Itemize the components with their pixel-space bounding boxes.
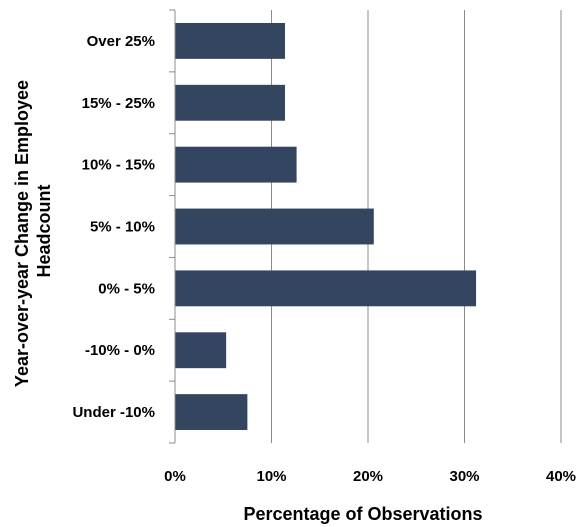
category-labels: Over 25% 15% - 25% 10% - 15% 5% - 10% 0% - 5…: [72, 33, 155, 421]
bar: [175, 332, 227, 369]
y-axis-title-line-1: Year-over-year Change in Employee: [12, 80, 32, 387]
x-tick-label: 40%: [546, 468, 576, 485]
x-tick-label: 30%: [449, 468, 479, 485]
bar: [175, 146, 297, 183]
x-tick-label: 10%: [256, 468, 286, 485]
x-axis-title: Percentage of Observations: [243, 504, 482, 524]
x-tick-labels: 0% 10% 20% 30% 40%: [164, 468, 576, 485]
bar: [175, 270, 477, 307]
x-tick-label: 20%: [353, 468, 383, 485]
category-label: Under -10%: [72, 404, 155, 421]
category-label: 10% - 15%: [82, 157, 155, 174]
bars: [175, 22, 477, 431]
category-label: 5% - 10%: [90, 219, 155, 236]
category-label: -10% - 0%: [85, 342, 155, 359]
category-label: Over 25%: [87, 33, 155, 50]
bar: [175, 394, 248, 431]
axis-ticks: [169, 9, 175, 444]
bar: [175, 84, 286, 121]
y-axis-title-line-2: Headcount: [34, 184, 54, 277]
bar: [175, 208, 374, 245]
x-tick-label: 0%: [164, 468, 186, 485]
y-axis-title: Year-over-year Change in Employee Headco…: [12, 75, 54, 387]
bar: [175, 22, 286, 59]
category-label: 0% - 5%: [98, 280, 155, 297]
category-label: 15% - 25%: [82, 95, 155, 112]
